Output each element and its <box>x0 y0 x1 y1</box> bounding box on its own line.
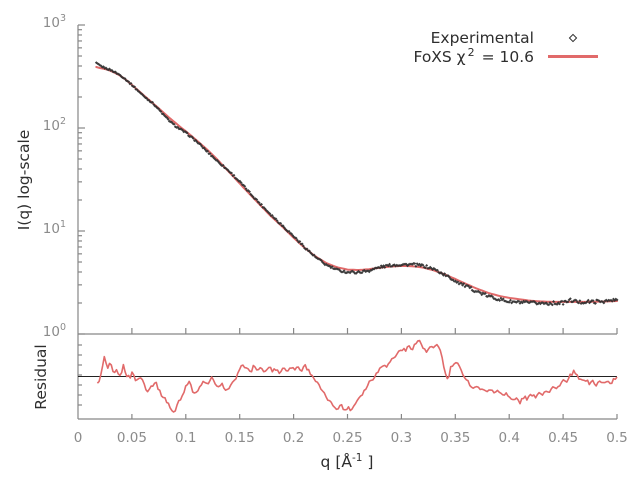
diamond-marker-icon <box>568 33 578 42</box>
residual-curve <box>96 339 618 413</box>
x-axis-title-sup: -1 <box>351 452 363 464</box>
y-tick-label: 102 <box>43 116 66 134</box>
fit-line-icon <box>548 55 598 58</box>
x-tick-label: 0.25 <box>332 430 362 446</box>
fit-curve <box>95 66 618 303</box>
red-line-swatch-icon <box>548 55 598 58</box>
y-tick-label: 100 <box>43 322 66 340</box>
legend-fit-prefix: FoXS χ <box>413 48 466 67</box>
x-axis-title-close: ] <box>362 453 374 472</box>
legend-label-experimental: Experimental <box>430 28 534 47</box>
legend-item-experimental: Experimental <box>413 28 598 47</box>
x-tick-label: 0.35 <box>440 430 470 446</box>
legend-fit-sup: 2 <box>467 46 475 60</box>
y-tick-label: 101 <box>43 219 66 237</box>
experimental-marker-icon <box>548 33 598 42</box>
legend-fit-suffix: = 10.6 <box>476 48 534 67</box>
x-tick-label: 0.1 <box>175 430 196 446</box>
x-axis-title: q [Å-1 ] <box>321 452 374 471</box>
x-tick-label: 0.3 <box>391 430 412 446</box>
x-tick-label: 0.05 <box>117 430 147 446</box>
main-y-axis-title: I(q) log-scale <box>15 129 33 231</box>
y-tick-label: 103 <box>43 13 66 31</box>
residual-y-axis-title: Residual <box>32 344 50 410</box>
x-tick-label: 0.4 <box>498 430 519 446</box>
x-tick-label: 0.5 <box>606 430 627 446</box>
x-tick-label: 0 <box>74 430 83 446</box>
x-tick-label: 0.2 <box>283 430 304 446</box>
x-tick-label: 0.15 <box>225 430 255 446</box>
x-tick-label: 0.45 <box>548 430 578 446</box>
x-axis-title-text: q [Å <box>320 453 352 472</box>
